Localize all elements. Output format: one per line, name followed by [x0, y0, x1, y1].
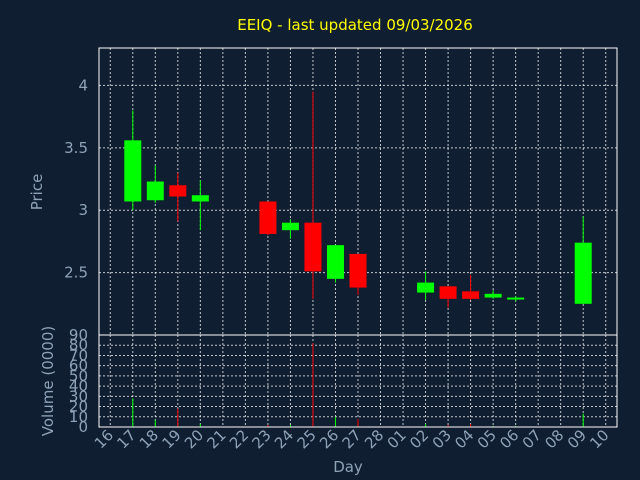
chart-title: EEIQ - last updated 09/03/2026: [237, 16, 473, 34]
price-tick-label: 4: [78, 76, 88, 94]
volume-tick-label: 70: [69, 346, 88, 364]
candle-body: [574, 242, 592, 304]
candle-body: [169, 185, 187, 197]
x-axis-label: Day: [333, 458, 363, 476]
candle-body: [484, 293, 502, 298]
volume-tick-label: 30: [69, 387, 88, 405]
volume-plot-frame: [98, 334, 618, 428]
x-tick-label: 10: [586, 426, 612, 452]
price-tick-label: 3: [78, 201, 88, 219]
candle-body: [124, 140, 142, 202]
volume-tick-label: 10: [69, 408, 88, 426]
volume-axis-label: Volume (0000): [39, 326, 57, 436]
candle-body: [281, 222, 299, 231]
volume-grid: [99, 335, 617, 427]
x-axis-ticks: 1617181920212223242526272801020304050607…: [91, 426, 613, 452]
candle-body: [146, 181, 164, 201]
price-y-ticks: 2.5 3 3.5 4: [64, 76, 88, 281]
volume-tick-label: 50: [69, 367, 88, 385]
volume-tick-label: 80: [69, 336, 88, 354]
price-panel: 2.5 3 3.5 4 Price: [28, 47, 618, 336]
volume-tick-label: 20: [69, 398, 88, 416]
candle-body: [326, 245, 344, 279]
candle-body: [507, 297, 525, 300]
candle-body: [349, 253, 367, 288]
candle-body: [191, 195, 209, 202]
volume-tick-label: 0: [78, 418, 88, 436]
volume-bars: [132, 343, 584, 427]
volume-tick-label: 60: [69, 357, 88, 375]
price-axis-label: Price: [28, 174, 46, 211]
candle-body: [462, 291, 480, 299]
candle-body: [439, 286, 457, 299]
candle-body: [259, 201, 277, 234]
volume-tick-label: 90: [69, 326, 88, 344]
price-tick-label: 3.5: [64, 139, 88, 157]
volume-tick-label: 40: [69, 377, 88, 395]
candle-body: [417, 282, 435, 293]
candle-body: [304, 222, 322, 272]
price-tick-label: 2.5: [64, 264, 88, 282]
candles: [124, 91, 592, 308]
